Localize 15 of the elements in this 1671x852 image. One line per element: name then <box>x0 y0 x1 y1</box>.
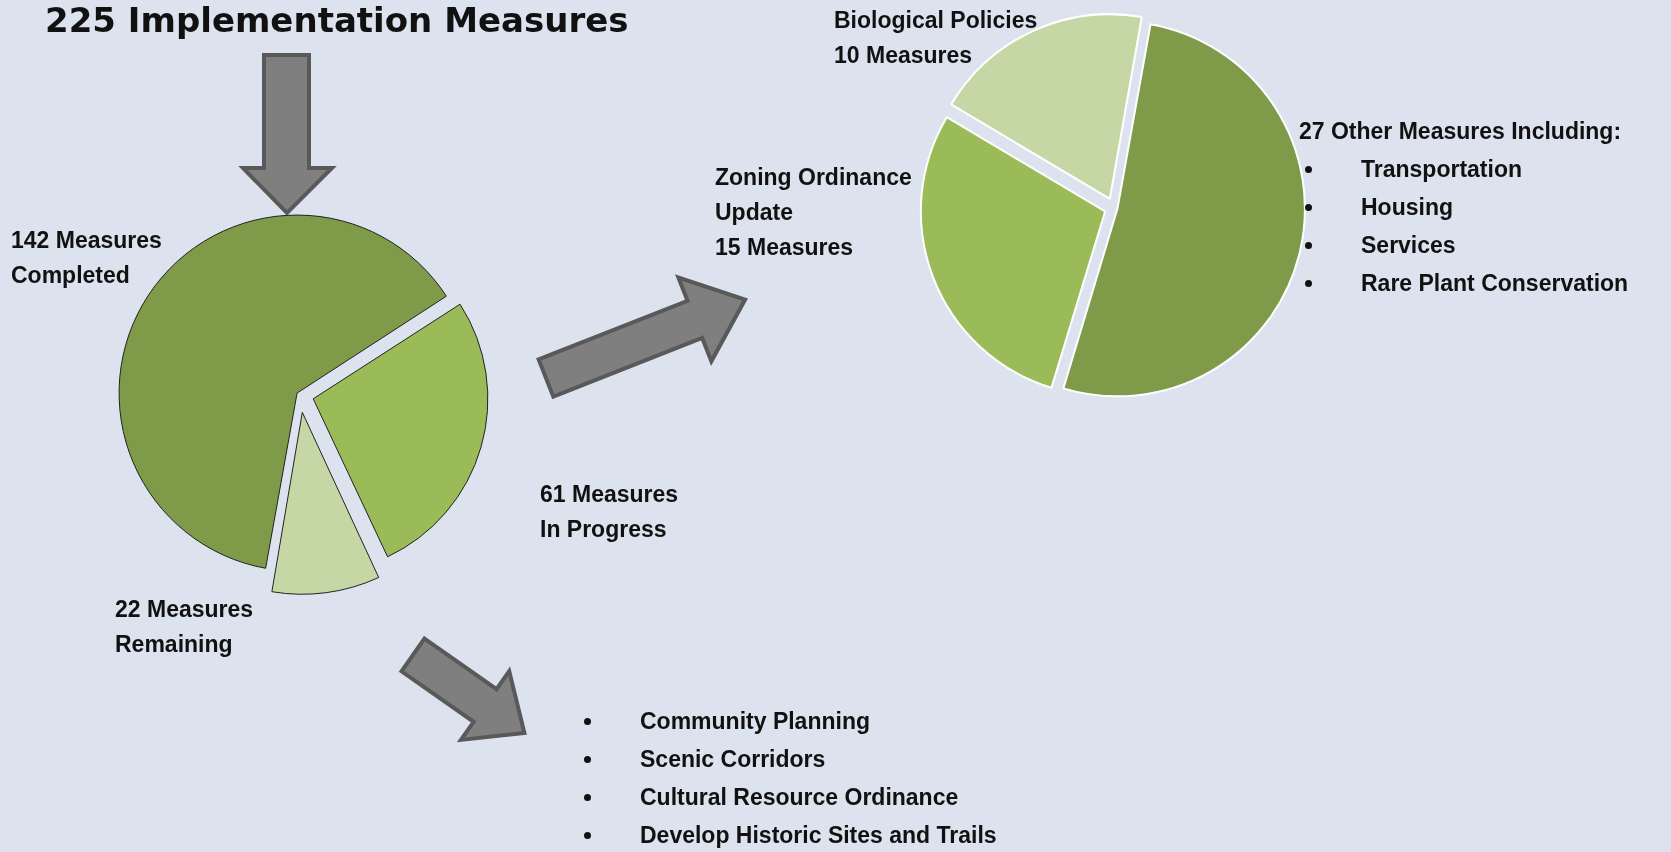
text: Cultural Resource Ordinance <box>578 778 997 816</box>
text: Community Planning <box>578 702 997 740</box>
chart-title: 225 Implementation Measures <box>45 0 629 40</box>
text: Scenic Corridors <box>578 740 997 778</box>
text: Develop Historic Sites and Trails <box>578 816 997 852</box>
slice-label: Biological Policies 10 Measures <box>834 6 1038 70</box>
text: 27 Other Measures Including: <box>1299 117 1623 146</box>
slice-label: 22 Measures Remaining <box>115 595 254 659</box>
text: Rare Plant Conservation <box>1299 264 1629 302</box>
text: Housing <box>1299 188 1629 226</box>
text: Transportation <box>1299 150 1629 188</box>
slice-label: 142 Measures Completed <box>11 226 162 290</box>
slice-label: 61 Measures In Progress <box>540 480 679 544</box>
text: Services <box>1299 226 1629 264</box>
slice-label: Zoning Ordinance Update 15 Measures <box>715 163 912 262</box>
